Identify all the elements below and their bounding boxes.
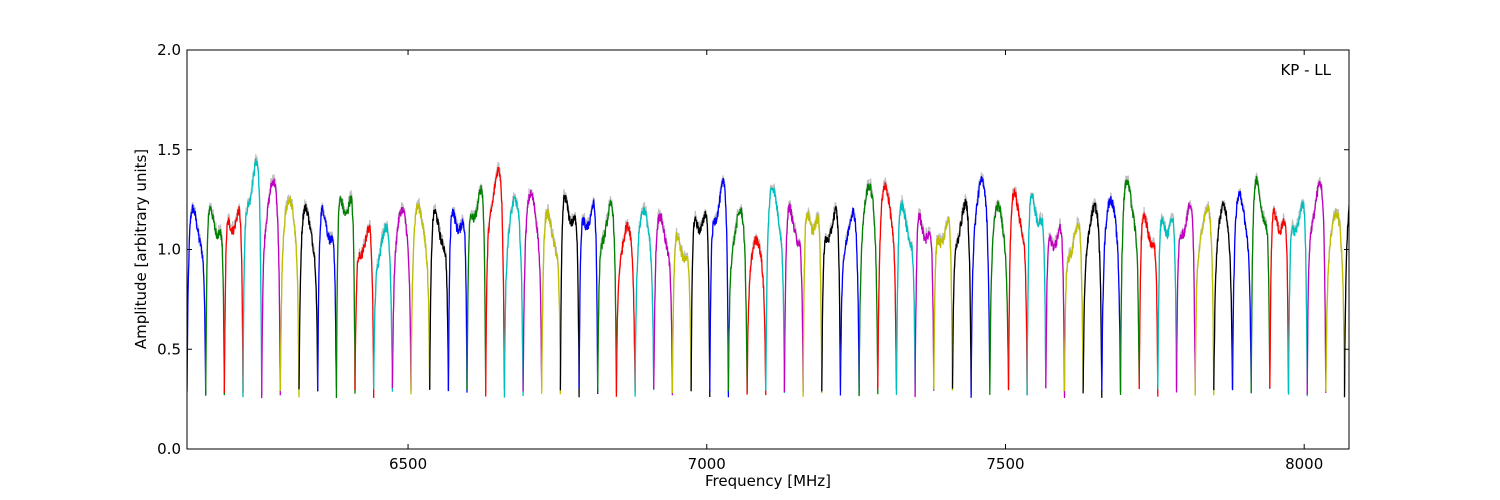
y-tick-label-1: 0.5 [157, 340, 181, 358]
background-channel-63 [1363, 199, 1382, 388]
background-channel-64 [1382, 192, 1401, 389]
channel-55 [1213, 201, 1234, 391]
channel-68 [1457, 202, 1476, 397]
channel-62 [1343, 202, 1349, 398]
channel-29 [727, 207, 748, 394]
channel-66 [1419, 197, 1438, 393]
channel-25 [653, 212, 674, 396]
channel-2 [223, 206, 244, 393]
channel-56 [1231, 190, 1252, 393]
background-channel-70 [1494, 195, 1500, 394]
channel-14 [447, 208, 468, 393]
channel-1 [205, 205, 225, 396]
channel-43 [989, 199, 1010, 395]
channel-53 [1175, 202, 1196, 393]
channel-41 [951, 198, 972, 394]
channel-4 [261, 178, 281, 399]
channel-38 [895, 200, 916, 395]
channel-12 [410, 203, 431, 395]
channel-40 [933, 217, 954, 391]
channel-69 [1475, 149, 1494, 392]
background-channel-66 [1419, 195, 1438, 392]
channel-36 [858, 183, 879, 397]
series-layer [187, 142, 1500, 399]
channel-18 [522, 189, 543, 392]
channel-34 [821, 205, 842, 392]
channel-42 [970, 176, 991, 398]
channel-11 [391, 206, 412, 391]
x-tick-label-3: 8000 [1285, 455, 1323, 473]
x-tick-label-2: 7500 [986, 455, 1024, 473]
channel-23 [615, 221, 636, 397]
y-axis-label: Amplitude [arbitrary units] [132, 149, 150, 349]
y-tick-label-3: 1.5 [157, 141, 181, 159]
channel-46 [1045, 223, 1066, 399]
channel-47 [1063, 221, 1084, 392]
channel-30 [746, 235, 767, 396]
x-tick-label-0: 6500 [389, 455, 427, 473]
channel-63 [1363, 199, 1382, 392]
channel-58 [1269, 207, 1290, 393]
channel-8 [335, 195, 356, 399]
channel-9 [354, 224, 375, 398]
background-channel-65 [1401, 209, 1420, 394]
channel-24 [634, 207, 655, 397]
channel-33 [802, 211, 823, 397]
channel-27 [690, 210, 711, 398]
y-tick-label-4: 2.0 [157, 41, 181, 59]
channel-44 [1007, 188, 1028, 396]
channel-17 [503, 195, 524, 398]
channel-26 [671, 231, 692, 394]
x-tick-label-1: 7000 [688, 455, 726, 473]
channel-70 [1494, 198, 1500, 396]
channel-7 [317, 205, 338, 392]
channel-52 [1157, 216, 1178, 390]
channel-10 [373, 223, 394, 392]
y-tick-label-0: 0.0 [157, 440, 181, 458]
channel-13 [429, 209, 450, 391]
channel-64 [1382, 194, 1401, 392]
channel-37 [877, 181, 898, 390]
channel-48 [1082, 202, 1103, 398]
channel-19 [541, 207, 562, 395]
channel-39 [914, 212, 935, 398]
channel-3 [242, 158, 263, 398]
channel-20 [559, 194, 580, 398]
channel-32 [783, 203, 804, 393]
channel-35 [839, 206, 860, 396]
channel-59 [1287, 200, 1308, 397]
ticks-layer: 6500 7000 7500 8000 0.0 0.5 1.0 1.5 2.0 [157, 41, 1349, 473]
channel-50 [1119, 179, 1140, 396]
channel-51 [1138, 212, 1159, 397]
y-tick-label-2: 1.0 [157, 241, 181, 259]
channel-61 [1325, 209, 1346, 392]
channel-49 [1101, 196, 1122, 393]
channel-57 [1250, 175, 1271, 394]
channel-5 [279, 196, 300, 398]
channel-0 [187, 204, 207, 396]
channel-65 [1401, 213, 1420, 397]
channel-21 [578, 198, 599, 395]
channel-54 [1194, 204, 1215, 396]
channel-45 [1026, 193, 1047, 396]
channel-6 [298, 203, 319, 392]
channel-16 [485, 166, 506, 397]
channel-22 [597, 198, 618, 393]
background-channel-67 [1438, 142, 1457, 397]
x-axis-label: Frequency [MHz] [705, 472, 831, 490]
background-channel-69 [1475, 148, 1494, 388]
annotation-label: KP - LL [1280, 61, 1331, 79]
channel-67 [1438, 147, 1457, 397]
channel-31 [765, 186, 786, 394]
channel-60 [1306, 180, 1327, 395]
channel-28 [709, 177, 730, 398]
channel-15 [466, 184, 487, 391]
background-channel-68 [1457, 196, 1476, 392]
